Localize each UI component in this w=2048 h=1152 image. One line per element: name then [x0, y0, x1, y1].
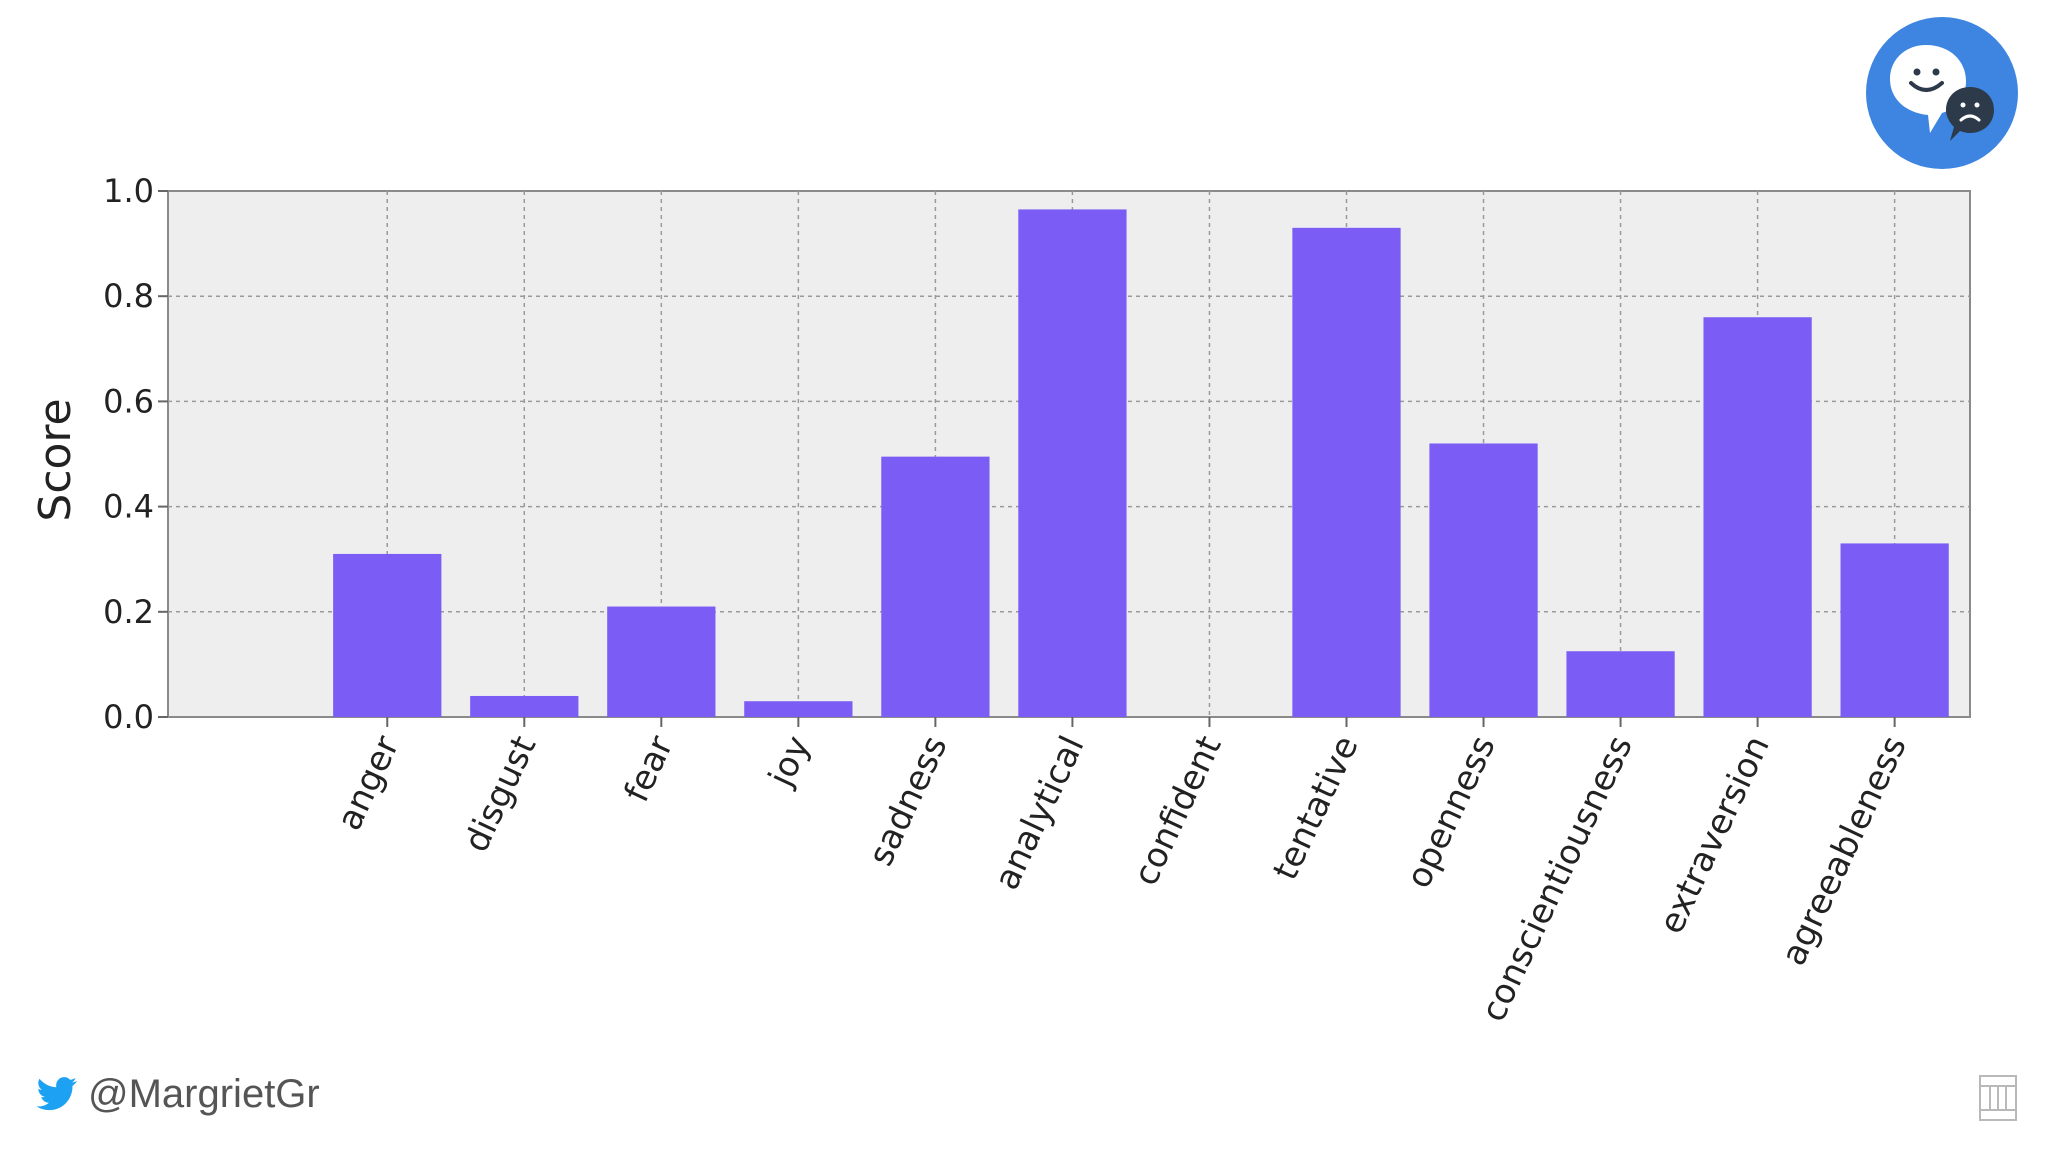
bar-openness [1429, 443, 1538, 717]
bar-sadness [881, 456, 990, 717]
y-tick-label: 0.4 [103, 488, 154, 526]
bar-conscientiousness [1566, 651, 1675, 717]
y-tick-label: 0.2 [103, 593, 154, 631]
y-tick-label: 1.0 [103, 172, 154, 210]
bar-analytical [1018, 209, 1127, 717]
tone-analyzer-icon [1866, 17, 2018, 169]
y-axis-ticks: 0.0 0.2 0.4 0.6 0.8 1.0 [103, 172, 168, 736]
bar-fear [607, 606, 716, 717]
bar-disgust [470, 695, 579, 717]
bars [333, 209, 1949, 717]
y-tick-label: 0.0 [103, 698, 154, 736]
y-tick-label: 0.8 [103, 277, 154, 315]
x-tick-label-joy: joy [761, 730, 819, 793]
twitter-handle: @MargrietGr [88, 1071, 320, 1116]
y-axis-title: Score [30, 398, 81, 521]
twitter-bird-icon [36, 1077, 77, 1111]
x-tick-label-fear: fear [617, 730, 682, 808]
x-tick-label-disgust: disgust [456, 730, 544, 858]
bar-agreeableness [1840, 543, 1949, 717]
sad-eye-left [1960, 102, 1966, 108]
bar-anger [333, 553, 442, 717]
sad-eye-right [1974, 102, 1980, 108]
happy-eye-right [1932, 68, 1940, 76]
x-tick-label-anger: anger [329, 730, 407, 837]
x-tick-label-extraversion: extraversion [1651, 730, 1777, 940]
sad-mouth [1959, 114, 1981, 122]
bar-joy [744, 701, 853, 717]
corner-logo-icon [1979, 1075, 2017, 1121]
x-tick-label-confident: confident [1126, 730, 1230, 892]
x-tick-label-conscientiousness: conscientiousness [1473, 730, 1640, 1028]
footer: @MargrietGr [36, 1070, 320, 1118]
x-tick-label-analytical: analytical [987, 730, 1093, 896]
y-tick-label: 0.6 [103, 382, 154, 420]
bar-extraversion [1703, 317, 1812, 717]
bar-tentative [1292, 227, 1401, 717]
x-axis-ticks: anger disgust fear joy sadness analytical conf… [329, 717, 1915, 1028]
x-tick-label-openness: openness [1399, 730, 1504, 894]
happy-eye-left [1913, 68, 1921, 76]
x-tick-label-tentative: tentative [1265, 730, 1366, 886]
x-tick-label-sadness: sadness [861, 730, 956, 872]
x-tick-label-agreeableness: agreeableness [1774, 730, 1915, 972]
sad-bubble-icon [1946, 87, 1994, 141]
happy-mouth [1909, 81, 1944, 92]
